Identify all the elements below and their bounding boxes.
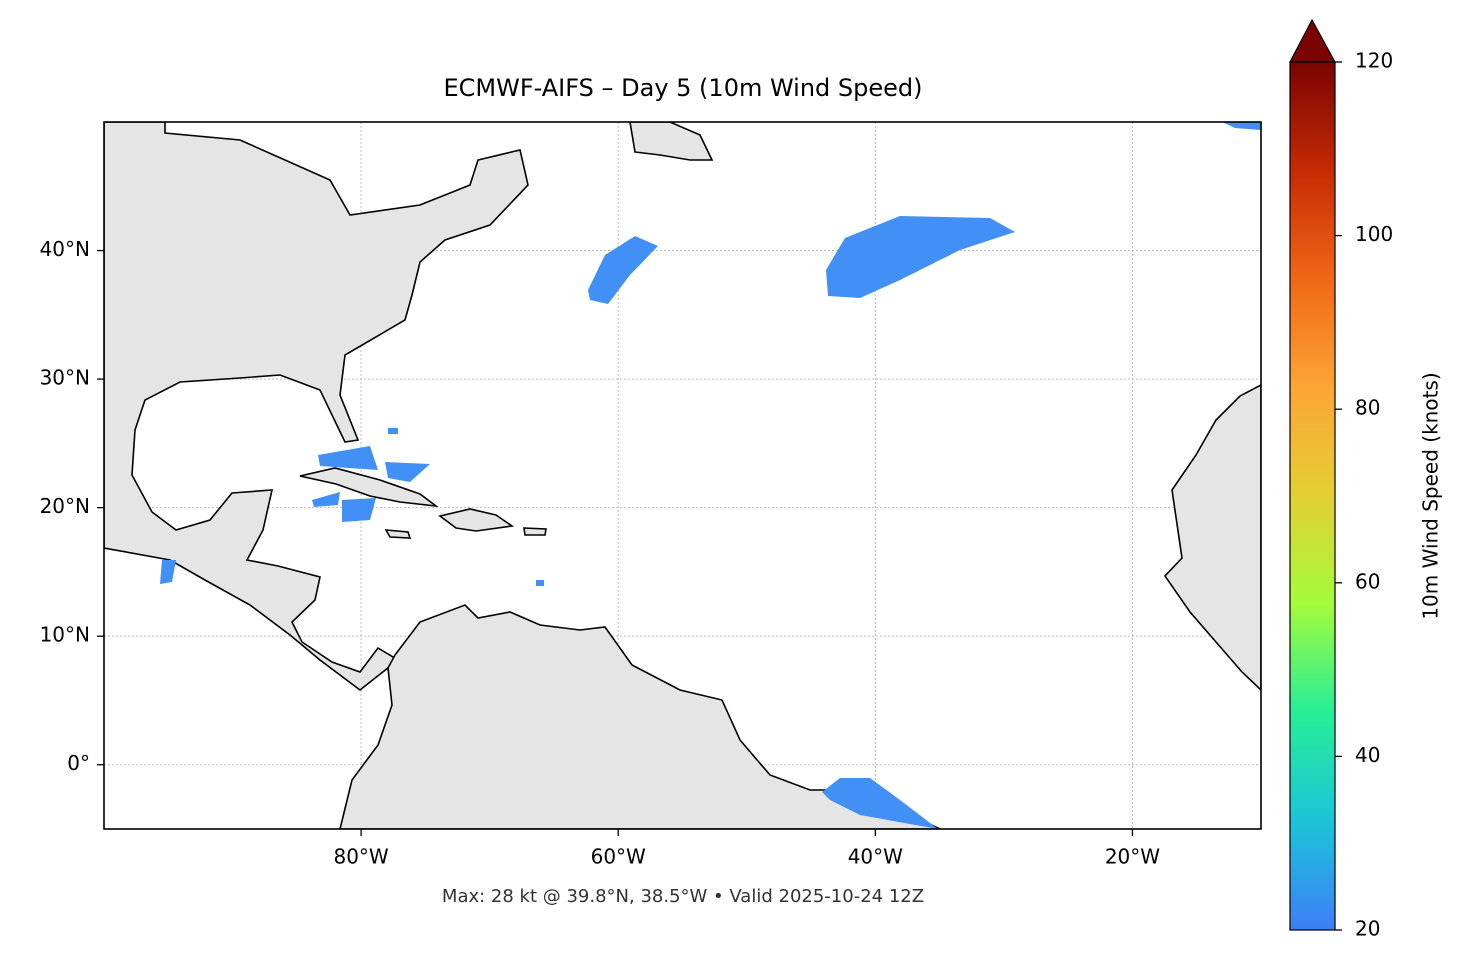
north-america — [104, 122, 529, 692]
colorbar-extend — [1289, 18, 1337, 63]
africa — [1163, 384, 1261, 692]
y-tick-label: 40°N — [40, 237, 90, 261]
colorbar-ramp — [1290, 62, 1335, 930]
wind-region — [588, 236, 658, 304]
colorbar-label: 10m Wind Speed (knots) — [1419, 372, 1443, 619]
hispaniola — [438, 508, 515, 532]
map-title: ECMWF-AIFS – Day 5 (10m Wind Speed) — [443, 74, 922, 102]
colorbar-frame — [1289, 61, 1336, 931]
x-tick-label: 40°W — [848, 845, 903, 869]
colorbar-tick-label: 60 — [1355, 569, 1380, 593]
wind-region — [826, 216, 1015, 298]
colorbar: 10m Wind Speed (knots) 20 40 60 80 100 120 — [1289, 18, 1443, 941]
south-america — [339, 604, 941, 829]
y-tick-label: 0° — [67, 751, 90, 775]
puerto-rico — [523, 527, 547, 536]
y-tick-label: 10°N — [40, 623, 90, 647]
axes: 80°W 60°W 40°W 20°W 0° 10°N 20°N 30°N 40°N — [40, 237, 1161, 868]
y-tick-label: 30°N — [40, 366, 90, 390]
map-frame — [103, 121, 1262, 830]
x-tick-label: 20°W — [1105, 845, 1160, 869]
x-tick-label: 60°W — [591, 845, 646, 869]
cuba — [299, 467, 439, 508]
colorbar-tick-label: 20 — [1355, 917, 1380, 941]
jamaica — [384, 529, 412, 539]
colorbar-tick-label: 120 — [1355, 49, 1393, 73]
colorbar-tick-label: 100 — [1355, 222, 1393, 246]
map-features — [104, 122, 1261, 829]
x-tick-label: 80°W — [333, 845, 388, 869]
wind-region — [160, 428, 544, 586]
colorbar-tick-label: 80 — [1355, 396, 1380, 420]
colorbar-tick-label: 40 — [1355, 743, 1380, 767]
y-tick-label: 20°N — [40, 494, 90, 518]
footer: Max: 28 kt @ 39.8°N, 38.5°W • Valid 2025… — [442, 886, 924, 907]
newfoundland — [629, 122, 714, 161]
